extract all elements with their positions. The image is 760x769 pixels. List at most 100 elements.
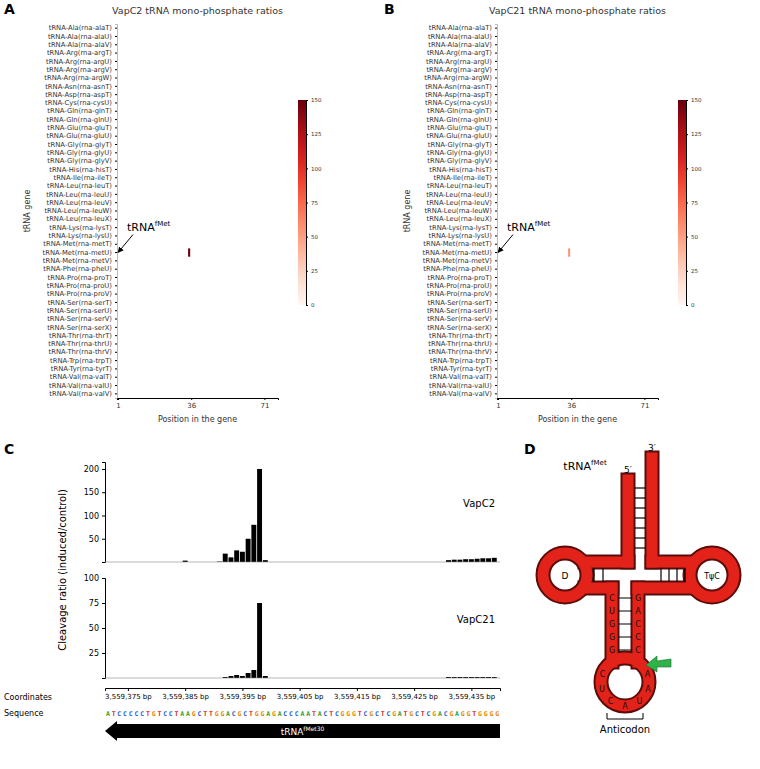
tick-label: tRNA-Phe(rna-pheU) xyxy=(423,265,492,273)
tick-label: tRNA-Met(rna-metV) xyxy=(423,257,493,265)
tick-mark xyxy=(115,277,117,278)
nucleotide: C xyxy=(197,710,201,718)
tick-label: 125 xyxy=(691,131,702,137)
nucleotide: T xyxy=(472,710,476,718)
tick-mark xyxy=(115,186,117,187)
gene-label-sup: fMet30 xyxy=(303,725,324,732)
tick-mark xyxy=(115,310,117,311)
tick-mark xyxy=(118,398,119,400)
tick-label: tRNA-Thr(rna-thrT) xyxy=(429,332,492,340)
nucleotide: C xyxy=(323,710,327,718)
y-axis-title: tRNA gene xyxy=(403,190,412,233)
tick: tRNA-Gln(rna-glnT) xyxy=(427,107,497,115)
tick-label: 100 xyxy=(84,574,99,583)
tick-label: 75 xyxy=(311,200,318,206)
tick-label: tRNA-Ser(rna-serU) xyxy=(47,307,112,315)
nucleotide: G xyxy=(409,710,413,718)
tick-label: 50 xyxy=(89,624,99,633)
tick-label: tRNA-Lys(rna-lysT) xyxy=(429,224,492,232)
base-pair xyxy=(634,527,646,528)
tick: 25 xyxy=(89,649,105,658)
tick-mark xyxy=(191,398,192,400)
tick-label: tRNA-Gln(rna-glnT) xyxy=(427,107,492,115)
tick-mark xyxy=(495,319,497,320)
tick-mark xyxy=(115,152,117,153)
nucleotide: C xyxy=(135,710,139,718)
annotation: tRNAfMet xyxy=(507,220,551,234)
tick-mark xyxy=(115,327,117,328)
base-pair xyxy=(660,568,661,582)
tick-mark xyxy=(264,398,265,400)
tick-label: 36 xyxy=(567,402,576,410)
nucleotide: G xyxy=(461,710,465,718)
base-pair xyxy=(593,568,594,582)
nucleotide: C xyxy=(123,710,127,718)
tick-mark xyxy=(495,327,497,328)
colorbar xyxy=(678,100,686,305)
tick: tRNA-Met(rna-metT) xyxy=(423,240,497,248)
tick-mark xyxy=(495,102,497,103)
base-pair xyxy=(602,568,603,582)
nucleotide: C xyxy=(364,710,368,718)
tick-mark xyxy=(495,244,497,245)
tick: tRNA-Ser(rna-serT) xyxy=(48,299,117,307)
tick-mark xyxy=(495,294,497,295)
tick-mark xyxy=(686,134,688,135)
tick-label: tRNA-Arg(rna-argT) xyxy=(47,49,112,57)
gene-label: tRNAfMet30 xyxy=(281,725,325,737)
tick-label: tRNA-Trp(rna-trpT) xyxy=(50,357,112,365)
nucleotide: G xyxy=(220,710,224,718)
tick-mark xyxy=(495,86,497,87)
chart-title: VapC21 tRNA mono-phosphate ratios xyxy=(489,5,666,16)
tick: 25 xyxy=(686,268,698,274)
tick-mark xyxy=(495,277,497,278)
tick-mark xyxy=(414,688,415,691)
x-axis: 13671 xyxy=(496,398,658,410)
tick-label: tRNA-Asn(rna-asnT) xyxy=(425,83,492,91)
tick-label: tRNA-Leu(rna-leuU) xyxy=(46,191,112,199)
nucleotide: A xyxy=(455,710,459,718)
tick-label: 71 xyxy=(640,402,649,410)
tick: tRNA-Arg(rna-argW) xyxy=(424,74,497,82)
tick: tRNA-Met(rna-metV) xyxy=(43,257,117,265)
tick-label: 3,559,435 bp xyxy=(449,693,496,701)
tick-label: tRNA-Val(rna-valV) xyxy=(429,390,492,398)
nucleotide: T xyxy=(249,710,253,718)
axis-line xyxy=(498,399,659,401)
heat-cell xyxy=(188,248,190,256)
tick: tRNA-Met(rna-metT) xyxy=(43,240,117,248)
strand xyxy=(633,588,644,662)
tick-mark xyxy=(495,186,497,187)
tick: tRNA-Pro(rna-proU) xyxy=(427,282,497,290)
tick: 75 xyxy=(89,599,105,608)
tick-mark xyxy=(115,352,117,353)
nucleotide: G xyxy=(341,710,345,718)
tick-mark xyxy=(115,194,117,195)
tick-mark xyxy=(571,398,572,400)
bar xyxy=(234,550,239,562)
tick-mark xyxy=(495,144,497,145)
tick: tRNA-Ser(rna-serU) xyxy=(427,307,497,315)
tick-mark xyxy=(242,688,243,691)
tick: 25 xyxy=(306,268,318,274)
tick-label: tRNA-Val(rna-valT) xyxy=(430,373,492,381)
tick-label: tRNA-Ala(rna-alaT) xyxy=(49,24,113,32)
tick: tRNA-Cys(rna-cysU) xyxy=(425,99,497,107)
tick: 150 xyxy=(306,97,322,103)
tick-mark xyxy=(115,69,117,70)
nucleotide: G xyxy=(635,594,641,603)
tick: tRNA-Gly(rna-glyU) xyxy=(427,149,497,157)
nucleotide: T xyxy=(312,710,316,718)
tick: tRNA-Ser(rna-serV) xyxy=(47,315,117,323)
tick: 1 xyxy=(116,398,120,410)
tick-label: tRNA-Gln(rna-glnU) xyxy=(46,116,112,124)
tick: tRNA-Ile(rna-ileT) xyxy=(53,174,117,182)
tick-mark xyxy=(115,86,117,87)
tick-mark xyxy=(102,653,105,654)
tick-mark xyxy=(115,227,117,228)
tick-label: tRNA-Gly(rna-glyT) xyxy=(428,141,492,149)
tick-label: tRNA-Val(rna-valV) xyxy=(49,390,112,398)
tick-mark xyxy=(115,368,117,369)
tick-label: tRNA-Ser(rna-serX) xyxy=(427,324,492,332)
tick-label: tRNA-His(rna-hisT) xyxy=(49,166,112,174)
